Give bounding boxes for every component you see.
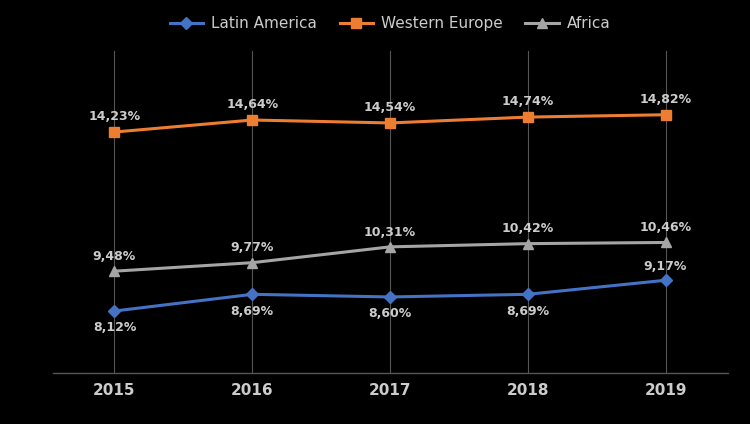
- Latin America: [386, 294, 394, 299]
- Line: Africa: Africa: [110, 237, 670, 276]
- Africa: [524, 241, 532, 246]
- Latin America: [248, 292, 256, 297]
- Latin America: [661, 278, 670, 283]
- Western Europe: [248, 117, 256, 123]
- Text: 9,77%: 9,77%: [230, 242, 274, 254]
- Text: 8,69%: 8,69%: [231, 304, 274, 318]
- Text: 8,12%: 8,12%: [93, 321, 136, 334]
- Western Europe: [110, 129, 119, 134]
- Text: 10,31%: 10,31%: [364, 226, 416, 239]
- Latin America: [524, 292, 532, 297]
- Legend: Latin America, Western Europe, Africa: Latin America, Western Europe, Africa: [164, 10, 616, 37]
- Africa: [110, 269, 119, 274]
- Africa: [386, 244, 394, 249]
- Line: Latin America: Latin America: [110, 276, 670, 315]
- Text: 10,46%: 10,46%: [640, 221, 692, 234]
- Text: 8,60%: 8,60%: [368, 307, 412, 320]
- Text: 14,54%: 14,54%: [364, 101, 416, 114]
- Text: 14,74%: 14,74%: [502, 95, 554, 108]
- Western Europe: [386, 120, 394, 126]
- Text: 8,69%: 8,69%: [506, 304, 549, 318]
- Western Europe: [524, 114, 532, 120]
- Text: 14,82%: 14,82%: [640, 93, 692, 106]
- Western Europe: [661, 112, 670, 117]
- Text: 9,48%: 9,48%: [93, 250, 136, 263]
- Line: Western Europe: Western Europe: [110, 110, 670, 137]
- Text: 10,42%: 10,42%: [502, 223, 554, 235]
- Latin America: [110, 309, 119, 314]
- Text: 14,23%: 14,23%: [88, 110, 140, 123]
- Africa: [248, 260, 256, 265]
- Africa: [661, 240, 670, 245]
- Text: 14,64%: 14,64%: [226, 98, 278, 111]
- Text: 9,17%: 9,17%: [644, 260, 687, 273]
